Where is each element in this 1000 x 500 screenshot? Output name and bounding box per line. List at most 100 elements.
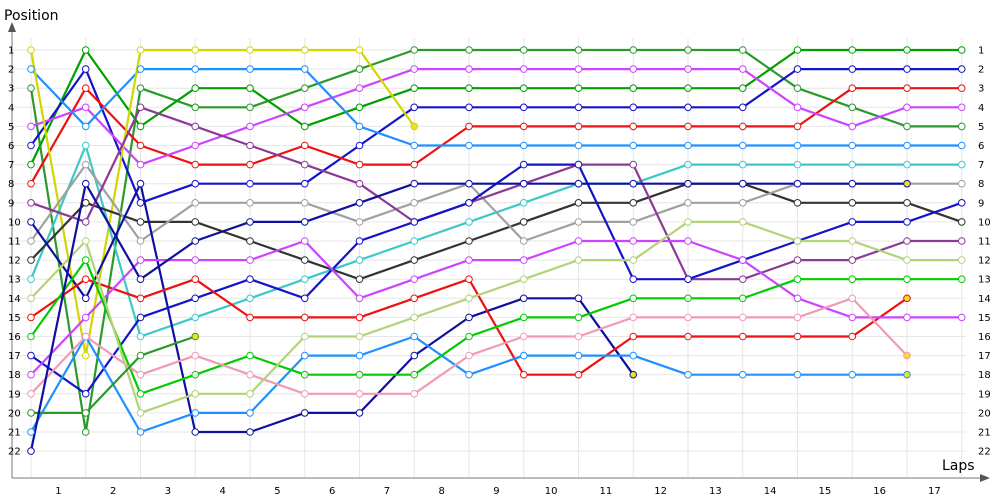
series-line	[30, 182, 963, 281]
series-point	[410, 218, 419, 226]
y-tick-label-right: 10	[978, 217, 991, 228]
series-point	[410, 275, 419, 284]
series-point	[903, 256, 911, 264]
series-point	[246, 65, 254, 73]
series-point	[957, 103, 966, 112]
series-point	[793, 141, 802, 150]
series-point	[519, 84, 528, 92]
series-point	[465, 370, 473, 379]
series-point	[355, 256, 364, 264]
x-axis-arrow	[980, 474, 990, 482]
series-point	[738, 332, 747, 341]
series-point	[848, 46, 857, 54]
series-point	[136, 390, 145, 398]
series-point	[191, 237, 200, 245]
series-point	[684, 218, 692, 226]
series-point	[957, 218, 966, 226]
y-axis-title: Position	[4, 8, 59, 24]
series-point	[355, 237, 364, 245]
series-point	[903, 370, 911, 379]
series-point	[574, 332, 583, 341]
series-point	[191, 428, 200, 436]
series-point	[793, 294, 802, 303]
series-point	[793, 160, 802, 169]
series-point	[355, 351, 364, 360]
y-tick-label-right: 6	[978, 141, 984, 152]
series-point	[903, 199, 911, 207]
series-point	[519, 275, 528, 284]
series-point	[27, 65, 35, 73]
series-point	[27, 428, 35, 436]
series-line	[30, 182, 635, 434]
series-point	[629, 122, 638, 131]
series-point	[684, 84, 692, 92]
series-point	[300, 390, 309, 398]
series-line	[30, 67, 962, 204]
series-point	[465, 313, 473, 322]
series-point	[848, 160, 857, 169]
series-point	[81, 351, 90, 360]
series-point	[519, 256, 528, 264]
series-point	[355, 46, 364, 54]
series-point	[465, 275, 473, 284]
series-point	[81, 294, 90, 303]
series-point	[903, 84, 911, 92]
series-point	[27, 447, 35, 455]
series-point	[793, 256, 802, 264]
series-point	[684, 160, 692, 169]
series-point	[957, 122, 966, 131]
series-point	[519, 65, 528, 73]
series-point	[574, 103, 583, 112]
y-tick-label-right: 21	[978, 428, 991, 439]
series-point	[903, 294, 911, 303]
series-point	[300, 179, 309, 188]
series-point	[903, 313, 911, 322]
series-point	[300, 141, 309, 150]
series-point	[629, 65, 638, 73]
series-point	[81, 84, 90, 92]
series-point	[738, 179, 747, 188]
series-point	[191, 122, 200, 131]
series-point	[574, 313, 583, 322]
series-point	[684, 179, 692, 188]
y-tick-label: 10	[8, 217, 21, 228]
x-tick-label: 16	[873, 486, 886, 497]
y-tick-label: 11	[8, 237, 21, 248]
series-point	[191, 218, 200, 226]
series-point	[410, 351, 419, 360]
y-tick-label: 22	[8, 447, 21, 458]
series-point	[738, 103, 747, 112]
series-point	[300, 409, 309, 417]
x-tick-label: 14	[764, 486, 777, 497]
series-point	[629, 141, 638, 150]
series-point	[684, 294, 692, 303]
series-point	[684, 103, 692, 112]
x-tick-label: 7	[384, 486, 390, 497]
series-point	[519, 122, 528, 131]
series-point	[738, 256, 747, 264]
x-tick-label: 2	[110, 486, 116, 497]
y-tick-label-right: 16	[978, 332, 991, 343]
series-point	[957, 275, 966, 284]
series-point	[81, 237, 90, 245]
series-point	[903, 179, 911, 188]
series-point	[629, 199, 638, 207]
series-point	[81, 65, 90, 73]
series-point	[903, 275, 911, 284]
series-point	[519, 141, 528, 150]
series-point	[793, 237, 802, 245]
series-point	[738, 199, 747, 207]
x-tick-label: 5	[274, 486, 280, 497]
series-point	[191, 65, 200, 73]
series-point	[300, 199, 309, 207]
series-group	[27, 46, 966, 455]
series-point	[136, 428, 145, 436]
series-point	[300, 84, 309, 92]
series-point	[27, 160, 35, 169]
series-point	[355, 332, 364, 341]
series-point	[848, 122, 857, 131]
series-point	[629, 237, 638, 245]
series-point	[27, 409, 35, 417]
series-point	[519, 237, 528, 245]
